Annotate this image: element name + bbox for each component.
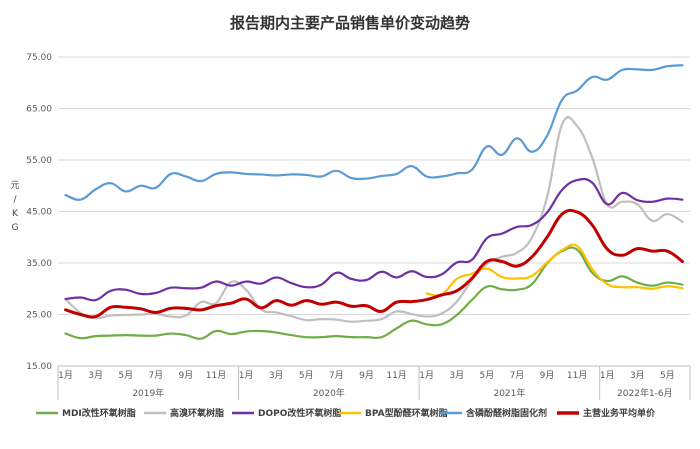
x-tick-label: 3月 [269, 370, 284, 381]
x-tick-label: 3月 [449, 370, 464, 381]
x-tick-label: 11月 [567, 370, 587, 381]
series-line-0 [64, 246, 684, 340]
x-tick-label: 11月 [386, 370, 406, 381]
series-line-4 [64, 64, 684, 201]
y-tick-label: 65.00 [26, 105, 52, 115]
x-group-label: 2020年 [313, 387, 345, 399]
series-line-1 [64, 115, 684, 323]
chart-title: 报告期内主要产品销售单价变动趋势 [230, 14, 470, 32]
legend-label: DOPO改性环氧树脂 [258, 407, 341, 419]
y-tick-label: 45.00 [26, 208, 52, 218]
x-tick-label: 3月 [88, 370, 103, 381]
y-tick-label: 15.00 [26, 362, 52, 372]
x-tick-label: 9月 [540, 370, 555, 381]
series-lines [64, 64, 684, 340]
x-axis: 1月 3月 5月 7月 9月 11月 1月 3月 5月 7月 9月 11月 1月 3月 5月 7月 9月 11月 1… [57, 365, 691, 400]
x-tick-label: 5月 [479, 370, 494, 381]
x-group-label: 2021年 [493, 387, 525, 399]
x-tick-label: 1月 [600, 370, 615, 381]
y-tick-label: 25.00 [26, 311, 52, 321]
y-tick-label: 35.00 [26, 259, 52, 269]
x-tick-label: 11月 [206, 370, 226, 381]
x-tick-label: 5月 [299, 370, 314, 381]
series-line-3 [425, 243, 684, 297]
x-tick-label: 5月 [118, 370, 133, 381]
y-axis-ticks: 15.00 25.00 35.00 45.00 55.00 65.00 75.00 [26, 53, 52, 372]
legend-label: MDI改性环氧树脂 [62, 407, 136, 419]
x-group-label: 2019年 [132, 387, 164, 399]
x-group-label: 2022年1-6月 [617, 387, 673, 399]
x-tick-label: 7月 [329, 370, 344, 381]
x-tick-label: 3月 [630, 370, 645, 381]
legend-label: 含磷酚醛树脂固化剂 [465, 407, 547, 419]
x-tick-label: 1月 [419, 370, 434, 381]
y-axis-title: 元/K G [10, 181, 19, 233]
series-line-2 [64, 177, 684, 302]
x-tick-label: 9月 [359, 370, 374, 381]
x-tick-label: 1月 [239, 370, 254, 381]
legend-label: BPA型酚醛环氧树脂 [365, 407, 448, 419]
legend: MDI改性环氧树脂 高溴环氧树脂 DOPO改性环氧树脂 BPA型酚醛环氧树脂 含磷酚醛树… [36, 407, 656, 419]
x-tick-label: 9月 [179, 370, 194, 381]
x-tick-label: 7月 [510, 370, 525, 381]
x-tick-label: 5月 [660, 370, 675, 381]
x-tick-label: 1月 [58, 370, 73, 381]
y-tick-label: 55.00 [26, 156, 52, 166]
y-tick-label: 75.00 [26, 53, 52, 63]
x-tick-label: 7月 [148, 370, 163, 381]
y-axis-label: 元/K G [10, 181, 19, 233]
legend-label: 高溴环氧树脂 [170, 407, 224, 419]
legend-label: 主营业务平均单价 [583, 407, 656, 419]
series-line-5 [64, 208, 684, 319]
